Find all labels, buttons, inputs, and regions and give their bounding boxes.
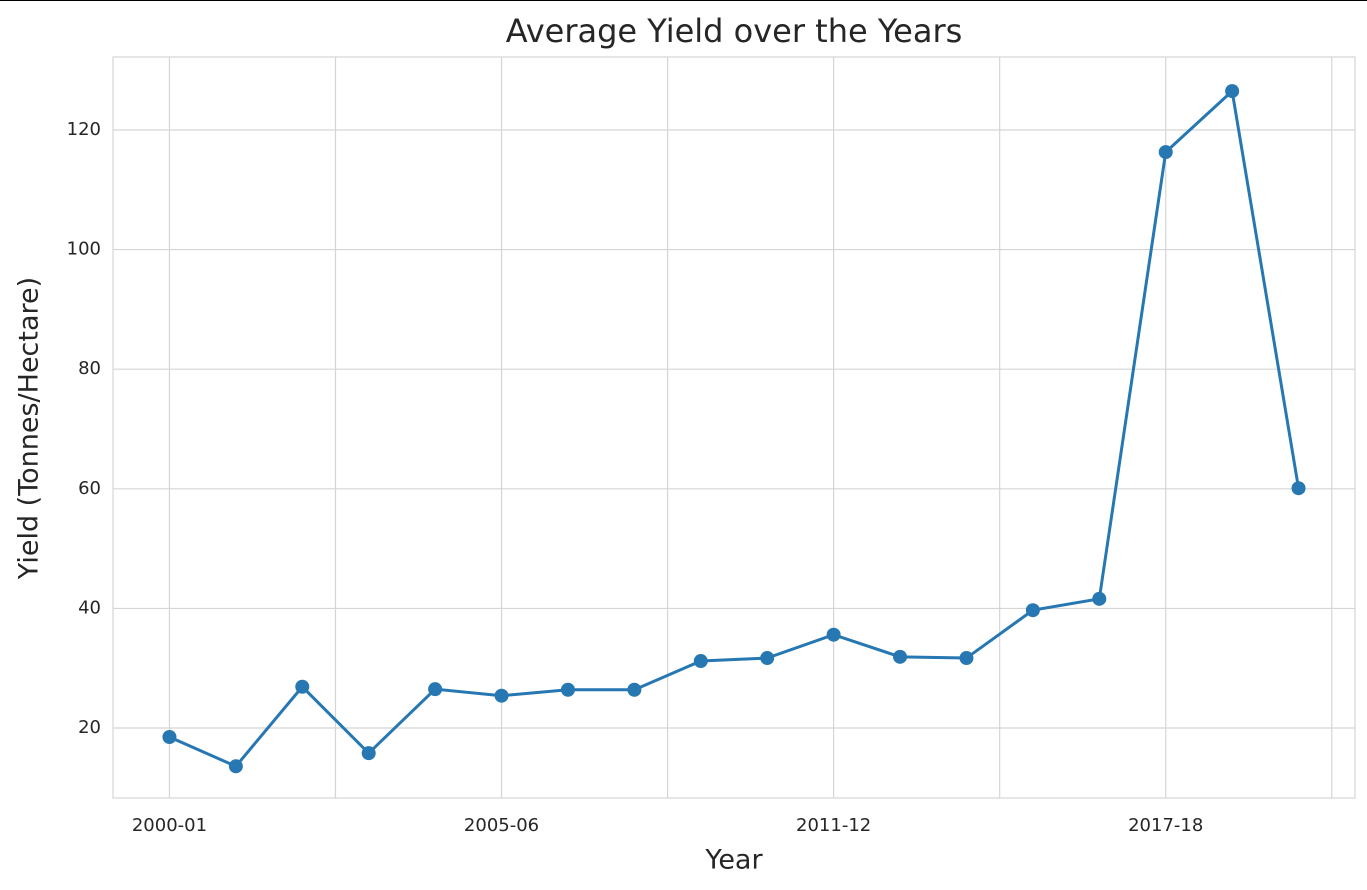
y-axis-label: Yield (Tonnes/Hectare) [14, 277, 45, 580]
data-point [1025, 603, 1040, 618]
y-tick-label: 20 [78, 717, 101, 738]
y-tick-label: 100 [67, 239, 101, 260]
y-tick-label: 80 [78, 358, 101, 379]
data-point [560, 682, 575, 697]
data-point [959, 651, 974, 666]
data-point [760, 651, 775, 666]
data-point [1291, 481, 1306, 496]
data-point [1092, 591, 1107, 606]
chart-title: Average Yield over the Years [506, 12, 963, 50]
y-tick-label: 40 [78, 597, 101, 618]
data-point [1158, 145, 1173, 160]
data-line [168, 88, 1301, 769]
data-point [893, 649, 908, 664]
x-tick-label: 2005-06 [464, 815, 539, 836]
x-tick-label: 2011-12 [796, 815, 871, 836]
data-point [361, 746, 376, 761]
data-point [693, 654, 708, 669]
x-tick-label: 2000-01 [132, 815, 207, 836]
plot-frame [112, 56, 1356, 799]
data-point [1225, 84, 1240, 99]
data-point [162, 729, 177, 744]
x-tick-label: 2017-18 [1128, 815, 1203, 836]
data-point [295, 679, 310, 694]
data-point [826, 627, 841, 642]
data-point [228, 759, 243, 774]
x-axis-label: Year [704, 845, 763, 876]
data-point [428, 682, 443, 697]
data-point [627, 682, 642, 697]
y-tick-label: 60 [78, 478, 101, 499]
data-point [494, 688, 509, 703]
y-tick-label: 120 [67, 119, 101, 140]
